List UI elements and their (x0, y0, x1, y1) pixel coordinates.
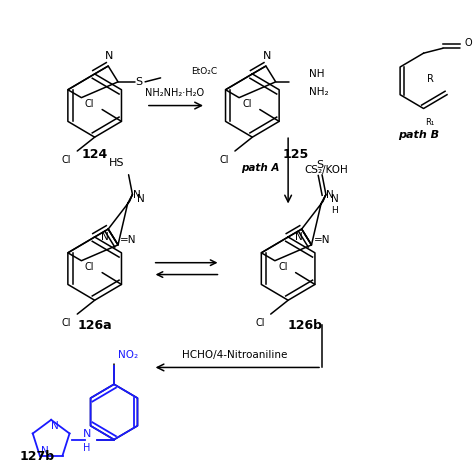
Text: 127b: 127b (19, 450, 54, 463)
Text: N: N (101, 232, 109, 242)
Text: path B: path B (398, 130, 439, 140)
Text: R₁: R₁ (426, 118, 435, 127)
Text: N: N (41, 447, 49, 456)
Text: N: N (133, 191, 140, 201)
Text: EtO₂C: EtO₂C (191, 67, 218, 76)
Text: HCHO/4-Nitroaniline: HCHO/4-Nitroaniline (182, 350, 288, 360)
Text: Cl: Cl (62, 155, 72, 165)
Text: H: H (83, 443, 91, 453)
Text: NH₂: NH₂ (309, 87, 328, 97)
Text: S: S (317, 160, 324, 170)
Text: =N: =N (120, 235, 137, 245)
Text: N: N (331, 194, 338, 204)
Text: N: N (295, 232, 302, 242)
Text: H: H (331, 206, 337, 215)
Text: NO₂: NO₂ (118, 350, 138, 360)
Text: N: N (51, 421, 59, 431)
Text: N: N (326, 191, 334, 201)
Text: R: R (427, 74, 433, 84)
Text: CS₂/KOH: CS₂/KOH (305, 165, 348, 175)
Text: N: N (263, 51, 271, 61)
Text: O: O (464, 38, 472, 48)
Text: N: N (105, 51, 113, 61)
Text: Cl: Cl (62, 318, 72, 328)
Text: N: N (82, 428, 91, 438)
Text: Cl: Cl (243, 99, 252, 109)
Text: NH: NH (309, 69, 324, 79)
Text: path A: path A (241, 163, 279, 173)
Text: HS: HS (109, 158, 125, 168)
Text: NH₂NH₂·H₂O: NH₂NH₂·H₂O (146, 88, 204, 98)
Text: =N: =N (313, 235, 330, 245)
Text: N: N (137, 194, 145, 204)
Text: 125: 125 (283, 148, 309, 162)
Text: Cl: Cl (278, 262, 288, 272)
Text: S: S (136, 77, 143, 87)
Text: 126b: 126b (288, 319, 323, 332)
Text: Cl: Cl (255, 318, 265, 328)
Text: 124: 124 (82, 148, 108, 162)
Text: 126a: 126a (77, 319, 112, 332)
Text: Cl: Cl (85, 99, 94, 109)
Text: Cl: Cl (85, 262, 94, 272)
Text: Cl: Cl (219, 155, 229, 165)
